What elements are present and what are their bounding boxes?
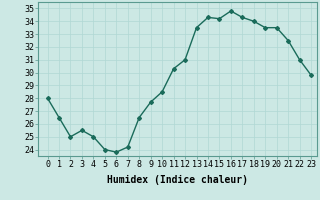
X-axis label: Humidex (Indice chaleur): Humidex (Indice chaleur) <box>107 175 248 185</box>
